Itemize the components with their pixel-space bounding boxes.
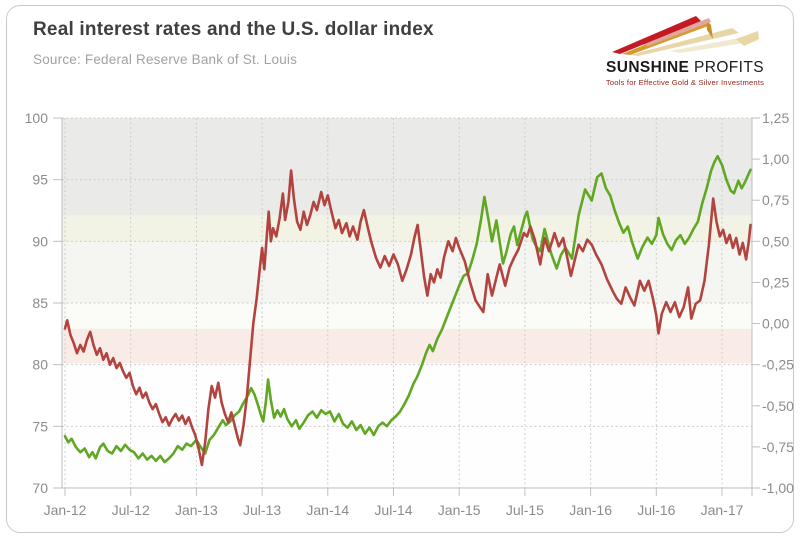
logo-brand-light: PROFITS bbox=[689, 59, 764, 76]
left-axis-tick-label: 70 bbox=[32, 480, 48, 496]
right-axis-tick-label: -0,75 bbox=[762, 439, 794, 455]
right-axis-tick-label: 0,25 bbox=[762, 274, 789, 290]
plot-background-band bbox=[62, 303, 752, 329]
right-axis-tick-label: -0,25 bbox=[762, 357, 794, 373]
right-axis-tick-label: 0,50 bbox=[762, 233, 789, 249]
logo-swoosh-gold-fold bbox=[706, 20, 713, 39]
left-axis-tick-label: 80 bbox=[32, 357, 48, 373]
sunshine-profits-logo: SUNSHINE PROFITS Tools for Effective Gol… bbox=[599, 14, 771, 87]
x-axis-tick-label: Jan-16 bbox=[569, 502, 612, 518]
x-axis-tick-label: Jul-12 bbox=[112, 502, 150, 518]
x-axis-tick-label: Jan-13 bbox=[175, 502, 218, 518]
left-axis-tick-label: 85 bbox=[32, 295, 48, 311]
left-axis-tick-label: 100 bbox=[25, 110, 49, 126]
right-axis-tick-label: 1,00 bbox=[762, 151, 789, 167]
plot-background-band bbox=[62, 215, 752, 242]
logo-brand-bold: SUNSHINE bbox=[606, 59, 690, 76]
plot-background-band bbox=[62, 363, 752, 488]
logo-swoosh-red bbox=[612, 16, 701, 54]
x-axis-tick-label: Jul-14 bbox=[374, 502, 412, 518]
logo-brand: SUNSHINE PROFITS bbox=[599, 59, 771, 77]
plot-background-band bbox=[62, 328, 752, 364]
x-axis-tick-label: Jul-13 bbox=[243, 502, 281, 518]
right-axis-tick-label: -0,50 bbox=[762, 398, 794, 414]
x-axis-tick-label: Jan-14 bbox=[306, 502, 349, 518]
x-axis-tick-label: Jul-16 bbox=[637, 502, 675, 518]
x-axis-tick-label: Jan-17 bbox=[701, 502, 744, 518]
logo-swoosh-pale-echo bbox=[670, 35, 757, 53]
right-axis-tick-label: -1,00 bbox=[762, 480, 794, 496]
source-label: Source: Federal Reserve Bank of St. Loui… bbox=[33, 52, 298, 67]
x-axis-tick-label: Jul-15 bbox=[506, 502, 544, 518]
logo-tagline: Tools for Effective Gold & Silver Invest… bbox=[605, 78, 765, 87]
left-axis-tick-label: 90 bbox=[32, 233, 48, 249]
right-axis-tick-label: 0,75 bbox=[762, 192, 789, 208]
series-dollar-index-line bbox=[63, 154, 752, 464]
series-real-rates-line bbox=[63, 169, 752, 467]
logo-arrows-icon bbox=[612, 16, 759, 56]
plot-background-band bbox=[62, 118, 752, 216]
logo-swoosh-red-echo bbox=[642, 18, 711, 46]
right-axis-tick-label: 1,25 bbox=[762, 110, 789, 126]
plot-background-band bbox=[62, 241, 752, 303]
logo-swoosh-fragment bbox=[736, 31, 759, 46]
left-axis-tick-label: 75 bbox=[32, 418, 48, 434]
x-axis-tick-label: Jan-15 bbox=[438, 502, 481, 518]
right-axis-tick-label: 0,00 bbox=[762, 316, 789, 332]
x-axis-tick-label: Jan-12 bbox=[44, 502, 87, 518]
left-axis-tick-label: 95 bbox=[32, 172, 48, 188]
page-title: Real interest rates and the U.S. dollar … bbox=[33, 19, 434, 40]
